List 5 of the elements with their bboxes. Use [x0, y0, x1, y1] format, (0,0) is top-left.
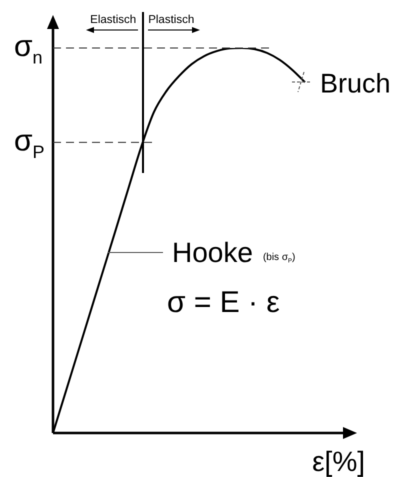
text: Bruch — [320, 68, 391, 98]
x-axis-title: ε[%] — [312, 446, 365, 477]
annotation: σ = E · ε — [167, 286, 280, 319]
text: Elastisch — [90, 14, 136, 26]
text: Plastisch — [148, 14, 194, 26]
